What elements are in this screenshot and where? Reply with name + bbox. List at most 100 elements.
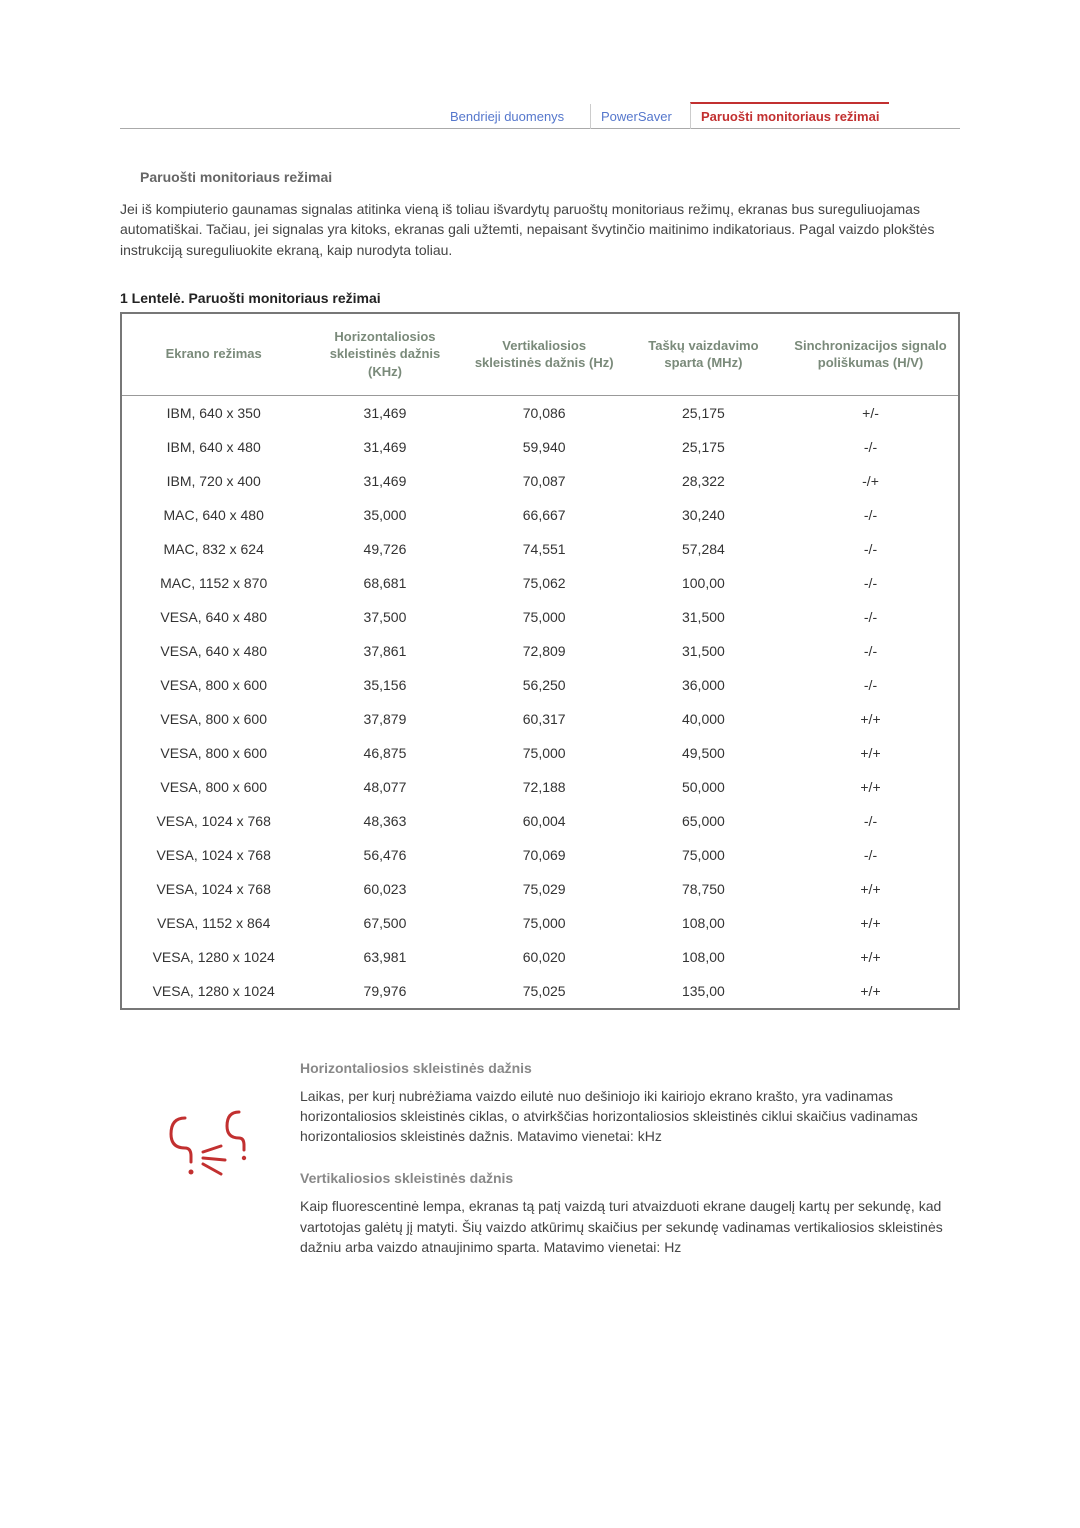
table-row: VESA, 800 x 60046,87575,00049,500+/+ (121, 736, 959, 770)
table-row: IBM, 640 x 35031,46970,08625,175+/- (121, 395, 959, 430)
table-row: IBM, 640 x 48031,46959,94025,175-/- (121, 430, 959, 464)
table-cell-s: +/+ (783, 702, 959, 736)
table-cell-mode: VESA, 1152 x 864 (121, 906, 305, 940)
table-cell-s: -/- (783, 498, 959, 532)
table-row: VESA, 800 x 60048,07772,18850,000+/+ (121, 770, 959, 804)
table-cell-mode: VESA, 1024 x 768 (121, 838, 305, 872)
table-cell-h: 60,023 (305, 872, 464, 906)
table-cell-p: 108,00 (624, 906, 783, 940)
table-row: VESA, 640 x 48037,86172,80931,500-/- (121, 634, 959, 668)
table-cell-s: -/- (783, 804, 959, 838)
col-header-hfreq: Horizontaliosios skleistinės dažnis (KHz… (305, 313, 464, 395)
table-cell-p: 108,00 (624, 940, 783, 974)
table-row: MAC, 640 x 48035,00066,66730,240-/- (121, 498, 959, 532)
table-cell-v: 70,086 (465, 395, 624, 430)
table-cell-v: 75,029 (465, 872, 624, 906)
col-header-sync: Sinchronizacijos signalo poliškumas (H/V… (783, 313, 959, 395)
table-row: MAC, 832 x 62449,72674,55157,284-/- (121, 532, 959, 566)
table-cell-v: 60,004 (465, 804, 624, 838)
table-cell-h: 48,077 (305, 770, 464, 804)
table-row: VESA, 1280 x 102463,98160,020108,00+/+ (121, 940, 959, 974)
table-cell-h: 35,156 (305, 668, 464, 702)
info-text-vertical: Kaip fluorescentinė lempa, ekranas tą pa… (300, 1196, 960, 1257)
table-cell-s: -/- (783, 838, 959, 872)
table-cell-mode: VESA, 1280 x 1024 (121, 974, 305, 1009)
table-cell-v: 60,020 (465, 940, 624, 974)
table-cell-h: 31,469 (305, 395, 464, 430)
table-cell-h: 68,681 (305, 566, 464, 600)
table-row: VESA, 1024 x 76856,47670,06975,000-/- (121, 838, 959, 872)
table-cell-h: 48,363 (305, 804, 464, 838)
question-mark-icon (155, 1100, 265, 1203)
table-cell-p: 135,00 (624, 974, 783, 1009)
table-cell-h: 37,861 (305, 634, 464, 668)
table-cell-p: 75,000 (624, 838, 783, 872)
table-row: VESA, 1024 x 76860,02375,02978,750+/+ (121, 872, 959, 906)
tab-preset-modes[interactable]: Paruošti monitoriaus režimai (690, 102, 889, 129)
table-cell-mode: IBM, 640 x 350 (121, 395, 305, 430)
table-cell-h: 37,500 (305, 600, 464, 634)
table-cell-mode: MAC, 640 x 480 (121, 498, 305, 532)
table-cell-s: +/+ (783, 770, 959, 804)
table-cell-s: +/+ (783, 872, 959, 906)
table-cell-v: 70,069 (465, 838, 624, 872)
table-cell-p: 25,175 (624, 395, 783, 430)
table-cell-mode: VESA, 640 x 480 (121, 600, 305, 634)
col-header-mode: Ekrano režimas (121, 313, 305, 395)
table-cell-p: 31,500 (624, 600, 783, 634)
table-cell-s: -/- (783, 634, 959, 668)
col-header-vfreq: Vertikaliosios skleistinės dažnis (Hz) (465, 313, 624, 395)
table-cell-v: 59,940 (465, 430, 624, 464)
table-cell-s: +/- (783, 395, 959, 430)
table-cell-v: 60,317 (465, 702, 624, 736)
table-cell-p: 31,500 (624, 634, 783, 668)
table-cell-s: -/- (783, 532, 959, 566)
info-heading-horizontal: Horizontaliosios skleistinės dažnis (300, 1060, 960, 1076)
table-row: VESA, 1280 x 102479,97675,025135,00+/+ (121, 974, 959, 1009)
table-header-row: Ekrano režimas Horizontaliosios skleisti… (121, 313, 959, 395)
table-cell-v: 75,000 (465, 600, 624, 634)
table-cell-s: -/- (783, 668, 959, 702)
intro-paragraph: Jei iš kompiuterio gaunamas signalas ati… (120, 199, 960, 260)
table-cell-v: 75,062 (465, 566, 624, 600)
tab-power-saver[interactable]: PowerSaver (590, 104, 682, 129)
table-cell-mode: MAC, 1152 x 870 (121, 566, 305, 600)
info-text-horizontal: Laikas, per kurį nubrėžiama vaizdo eilut… (300, 1086, 960, 1147)
table-cell-mode: VESA, 800 x 600 (121, 770, 305, 804)
table-cell-mode: IBM, 640 x 480 (121, 430, 305, 464)
table-cell-p: 57,284 (624, 532, 783, 566)
table-row: VESA, 640 x 48037,50075,00031,500-/- (121, 600, 959, 634)
table-cell-v: 75,025 (465, 974, 624, 1009)
table-row: VESA, 1024 x 76848,36360,00465,000-/- (121, 804, 959, 838)
table-cell-p: 78,750 (624, 872, 783, 906)
table-cell-mode: VESA, 1024 x 768 (121, 804, 305, 838)
top-tabs: Bendrieji duomenys PowerSaver Paruošti m… (120, 100, 960, 129)
table-cell-h: 79,976 (305, 974, 464, 1009)
table-cell-h: 63,981 (305, 940, 464, 974)
table-cell-h: 31,469 (305, 430, 464, 464)
info-heading-vertical: Vertikaliosios skleistinės dažnis (300, 1170, 960, 1186)
table-cell-p: 49,500 (624, 736, 783, 770)
document-page: Bendrieji duomenys PowerSaver Paruošti m… (0, 0, 1080, 1341)
table-cell-s: +/+ (783, 940, 959, 974)
table-caption: 1 Lentelė. Paruošti monitoriaus režimai (120, 290, 960, 306)
table-cell-mode: MAC, 832 x 624 (121, 532, 305, 566)
table-cell-s: -/- (783, 600, 959, 634)
info-text-area: Horizontaliosios skleistinės dažnis Laik… (300, 1060, 960, 1282)
table-cell-s: +/+ (783, 906, 959, 940)
table-cell-v: 75,000 (465, 906, 624, 940)
info-block: Horizontaliosios skleistinės dažnis Laik… (120, 1060, 960, 1282)
section-preset-modes: Paruošti monitoriaus režimai Jei iš komp… (120, 169, 960, 1010)
info-icon-area (120, 1060, 300, 1203)
section-title: Paruošti monitoriaus režimai (140, 169, 960, 185)
table-cell-v: 75,000 (465, 736, 624, 770)
table-cell-p: 36,000 (624, 668, 783, 702)
table-cell-v: 72,809 (465, 634, 624, 668)
table-cell-h: 37,879 (305, 702, 464, 736)
tab-general-data[interactable]: Bendrieji duomenys (440, 104, 574, 129)
table-cell-p: 50,000 (624, 770, 783, 804)
table-cell-mode: VESA, 1280 x 1024 (121, 940, 305, 974)
table-cell-p: 30,240 (624, 498, 783, 532)
table-cell-mode: VESA, 1024 x 768 (121, 872, 305, 906)
table-cell-mode: VESA, 800 x 600 (121, 668, 305, 702)
